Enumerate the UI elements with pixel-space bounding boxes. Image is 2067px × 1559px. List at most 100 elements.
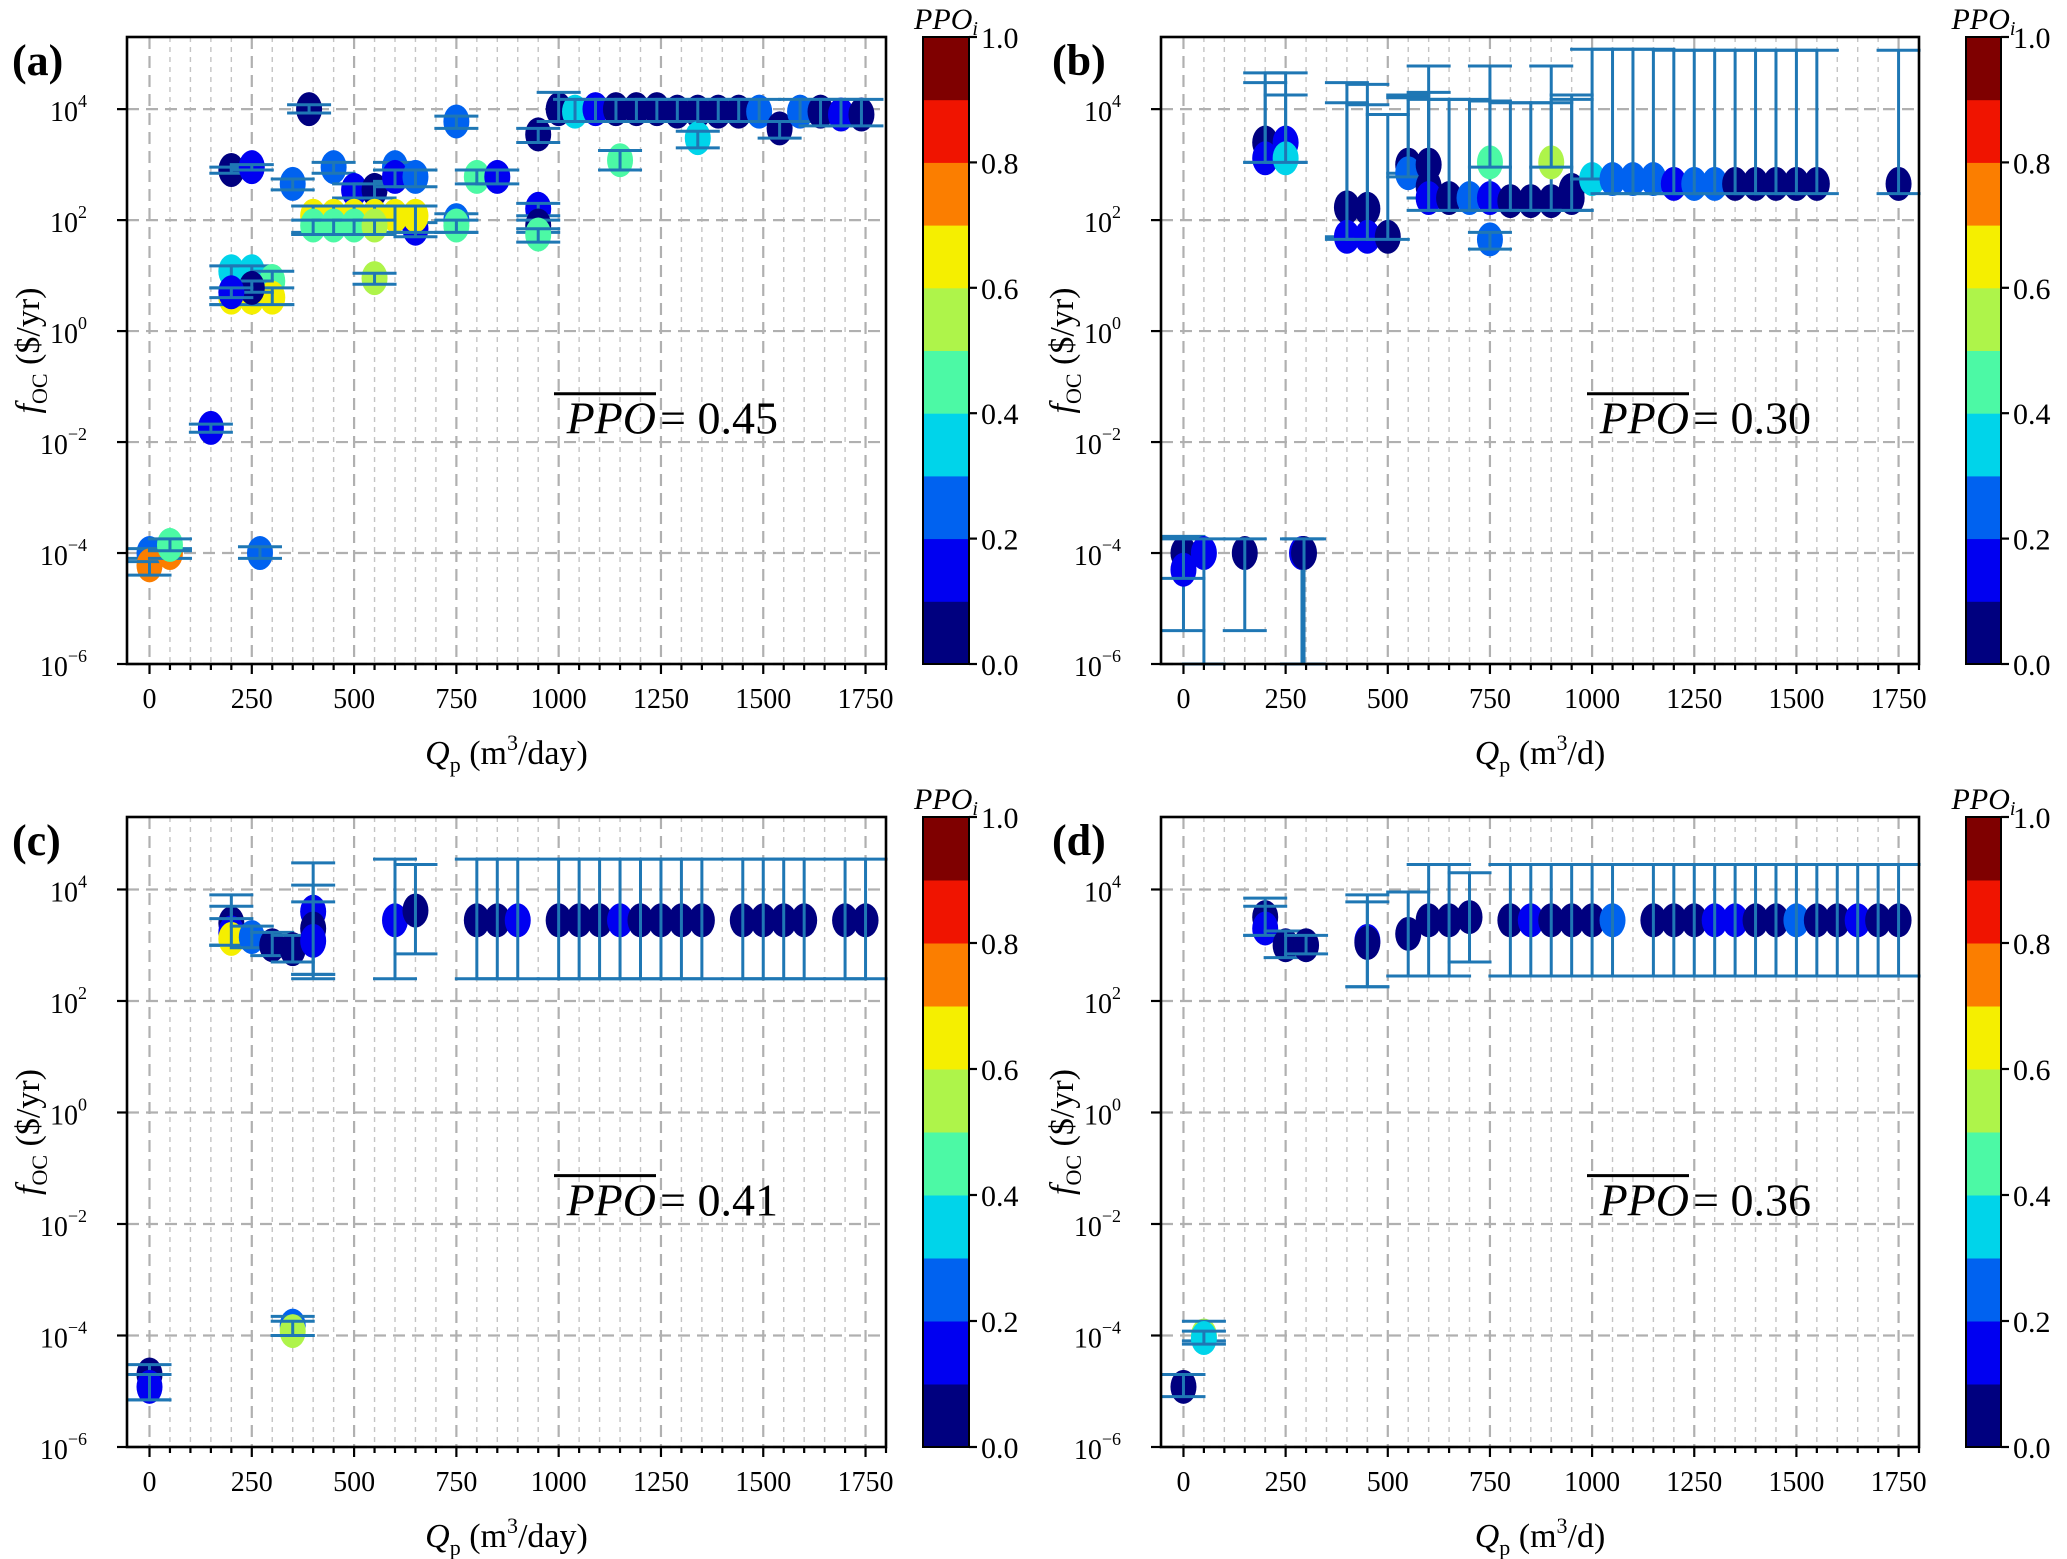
y-tick-base: 10 [1084,877,1112,908]
y-tick-exponent: 4 [1112,91,1121,111]
colorbar-segment [1966,943,2001,1007]
x-label-unit-exponent: 3 [1557,730,1568,755]
y-tick-base: 10 [50,1100,78,1131]
colorbar-title-subscript: i [972,798,978,820]
panel-label: (b) [1052,36,1106,85]
colorbar-segment [923,1195,969,1259]
colorbar-segment [1966,162,2001,226]
y-label-unit: ($/yr) [10,1069,47,1155]
y-tick-label: 102 [50,983,87,1020]
error-bar [516,126,561,145]
panel-label: (c) [12,816,61,865]
data-marks [1161,863,1921,1404]
colorbar-segment [923,880,969,944]
colorbar-segment [923,1321,969,1385]
colorbar-tick-label: 0.0 [2013,649,2051,682]
y-tick-label: 10−4 [40,1317,87,1354]
x-tick-label: 0 [143,684,157,715]
error-bar [1876,863,1921,978]
colorbar-tick-label: 0.4 [981,398,1019,431]
colorbar-tick-label: 0.4 [981,1180,1019,1213]
colorbar-tick-label: 0.4 [2013,398,2051,431]
x-label-subscript: p [1499,1535,1510,1559]
colorbar-segment [923,413,969,477]
error-bar [1549,97,1594,212]
error-bar [598,148,643,172]
error-bar [843,857,888,981]
colorbar-tick-label: 0.6 [2013,273,2051,306]
y-tick-base: 10 [1074,1435,1102,1466]
y-tick-base: 10 [1084,208,1112,239]
colorbar-frame [1965,36,2002,665]
y-tick-base: 10 [50,989,78,1020]
y-tick-base: 10 [1084,97,1112,128]
mean-ppo-symbol: PPO [566,393,656,444]
mean-ppo-symbol: PPO [1599,1175,1689,1226]
y-tick-label: 10−6 [1074,646,1121,683]
y-tick-label: 10−2 [40,424,87,461]
y-tick-exponent: 4 [1112,871,1121,891]
x-tick-label: 250 [1265,684,1307,715]
error-bar [495,857,540,981]
y-label-unit: ($/yr) [1044,1069,1081,1155]
x-tick-label: 250 [1265,1467,1307,1498]
y-tick-exponent: 0 [78,313,87,333]
y-tick-exponent: −4 [68,1317,87,1337]
y-tick-exponent: 0 [78,1094,87,1114]
colorbar-tick-label: 0.2 [981,1306,1019,1339]
y-tick-label: 10−4 [40,535,87,572]
x-tick-label: 1750 [838,1467,894,1498]
y-axis-label: fOC ($/yr) [1044,288,1086,414]
y-tick-exponent: −4 [68,535,87,555]
data-marks [127,90,884,583]
y-tick-exponent: −6 [1102,646,1121,666]
colorbar-tick-label: 0.4 [2013,1180,2051,1213]
colorbar-segment [923,1384,969,1448]
y-tick-label: 10−4 [1074,1317,1121,1354]
y-axis-label: fOC ($/yr) [10,288,52,414]
colorbar-title: PPOi [1951,3,2016,40]
colorbar-segment [1966,1195,2001,1259]
colorbar-frame [922,816,970,1448]
y-tick-base: 10 [1074,1212,1102,1243]
error-bar [782,857,827,981]
colorbar-tick-label: 1.0 [981,22,1019,55]
y-tick-label: 104 [1084,91,1121,128]
error-bar [393,168,438,189]
x-tick-label: 1500 [1768,684,1824,715]
error-bar [1284,933,1329,956]
x-label-unit: (m [461,1518,507,1555]
x-axis-label: Qp (m3/day) [425,730,588,777]
y-tick-exponent: −6 [68,1429,87,1449]
mean-ppo-value: = 0.30 [1693,393,1811,444]
error-bar [270,177,315,192]
x-axis-label: Qp (m3/day) [425,1513,588,1559]
colorbar-segment [1966,1006,2001,1070]
colorbar-title-main: PPO [1951,3,2010,36]
x-tick-label: 1250 [633,1467,689,1498]
error-bar [393,863,438,956]
panel-label: (a) [12,36,63,85]
y-tick-label: 102 [1084,983,1121,1020]
x-tick-label: 1500 [735,1467,791,1498]
x-axis-label: Qp (m3/d) [1475,730,1606,777]
y-label-subscript: OC [27,1155,52,1186]
colorbar-tick-label: 0.0 [981,1432,1019,1465]
error-bar [1427,863,1472,978]
error-bar [1467,230,1512,251]
x-label-symbol: Q [425,735,450,772]
colorbar-tick-label: 1.0 [981,802,1019,835]
panel-c: 0 250 500 750 1000 1250 1500 175010−610−410−210… [10,783,1019,1559]
y-tick-exponent: −4 [1102,535,1121,555]
error-bar [434,114,479,130]
x-tick-label: 1250 [1666,684,1722,715]
y-tick-exponent: 4 [78,91,87,111]
y-tick-label: 102 [1084,202,1121,239]
panel-label: (d) [1052,816,1106,865]
colorbar-tick-label: 0.8 [981,147,1019,180]
error-bar [188,422,233,434]
x-tick-label: 1750 [1871,1467,1927,1498]
axes-frame [125,815,888,1449]
error-bar [434,218,479,234]
